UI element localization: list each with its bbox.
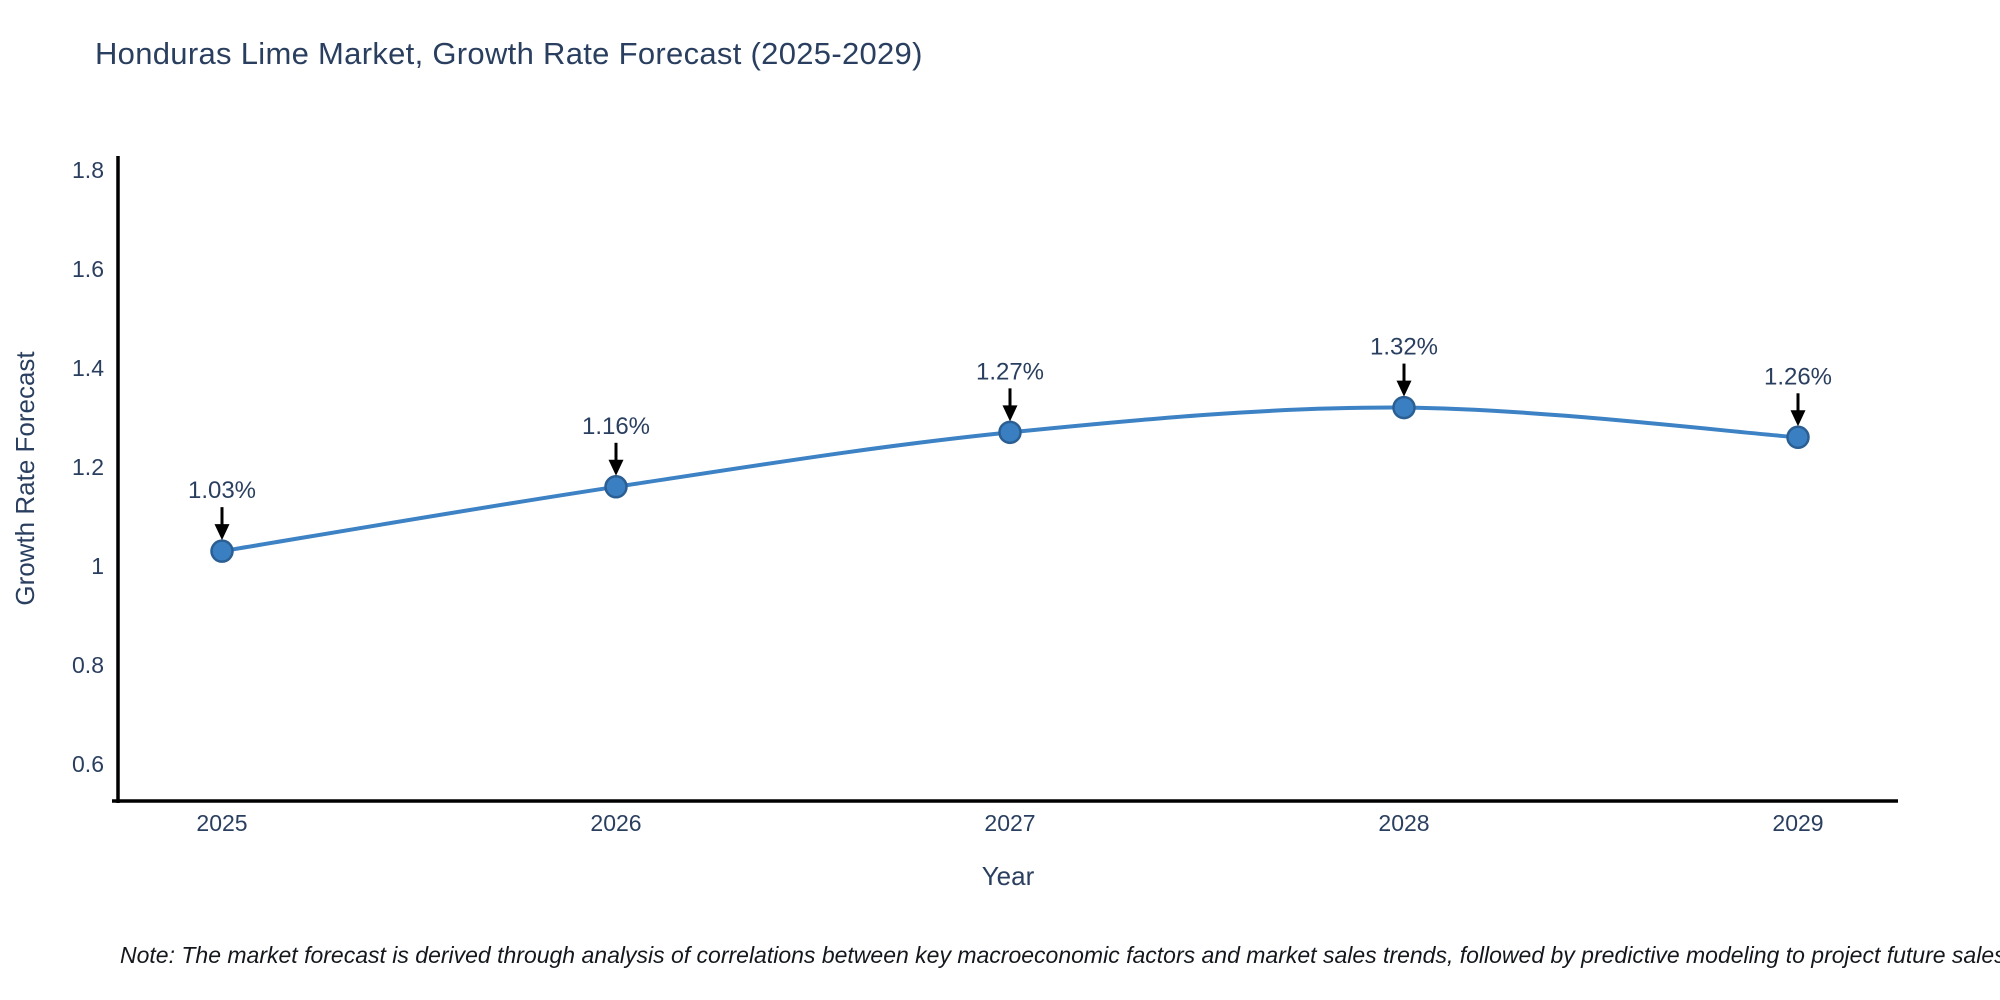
y-tick-label: 1.4 bbox=[72, 355, 104, 381]
annotation-arrow-head bbox=[214, 524, 230, 541]
data-point-marker bbox=[998, 420, 1022, 445]
chart-title: Honduras Lime Market, Growth Rate Foreca… bbox=[95, 36, 923, 71]
data-point-marker bbox=[1786, 425, 1810, 450]
annotation-arrow-head bbox=[608, 459, 624, 476]
data-point-label: 1.16% bbox=[582, 413, 650, 440]
x-tick-label: 2029 bbox=[1772, 810, 1823, 836]
data-point-label: 1.03% bbox=[188, 477, 256, 504]
y-tick-label: 1.2 bbox=[72, 454, 104, 480]
annotation-arrow-head bbox=[1002, 405, 1018, 422]
y-tick-label: 0.8 bbox=[72, 652, 104, 678]
data-point-label: 1.27% bbox=[976, 358, 1044, 385]
x-tick-label: 2028 bbox=[1378, 810, 1429, 836]
y-tick-label: 0.6 bbox=[72, 751, 104, 777]
data-point-marker bbox=[604, 475, 628, 499]
x-tick-label: 2026 bbox=[590, 810, 641, 836]
annotation-arrow-head bbox=[1396, 380, 1412, 397]
y-tick-label: 1 bbox=[91, 553, 104, 579]
data-point-marker bbox=[1392, 395, 1416, 420]
data-point-label: 1.26% bbox=[1764, 363, 1832, 390]
y-tick-label: 1.6 bbox=[72, 256, 104, 282]
y-axis-title: Growth Rate Forecast bbox=[10, 351, 40, 606]
x-tick-label: 2027 bbox=[984, 810, 1035, 836]
annotation-arrow-head bbox=[1790, 410, 1806, 427]
y-tick-label: 1.8 bbox=[72, 157, 104, 183]
data-point-marker bbox=[210, 539, 234, 563]
x-tick-label: 2025 bbox=[196, 810, 247, 836]
footnote: Note: The market forecast is derived thr… bbox=[120, 942, 2000, 968]
x-axis-title: Year bbox=[982, 861, 1035, 891]
data-point-label: 1.32% bbox=[1370, 334, 1438, 361]
